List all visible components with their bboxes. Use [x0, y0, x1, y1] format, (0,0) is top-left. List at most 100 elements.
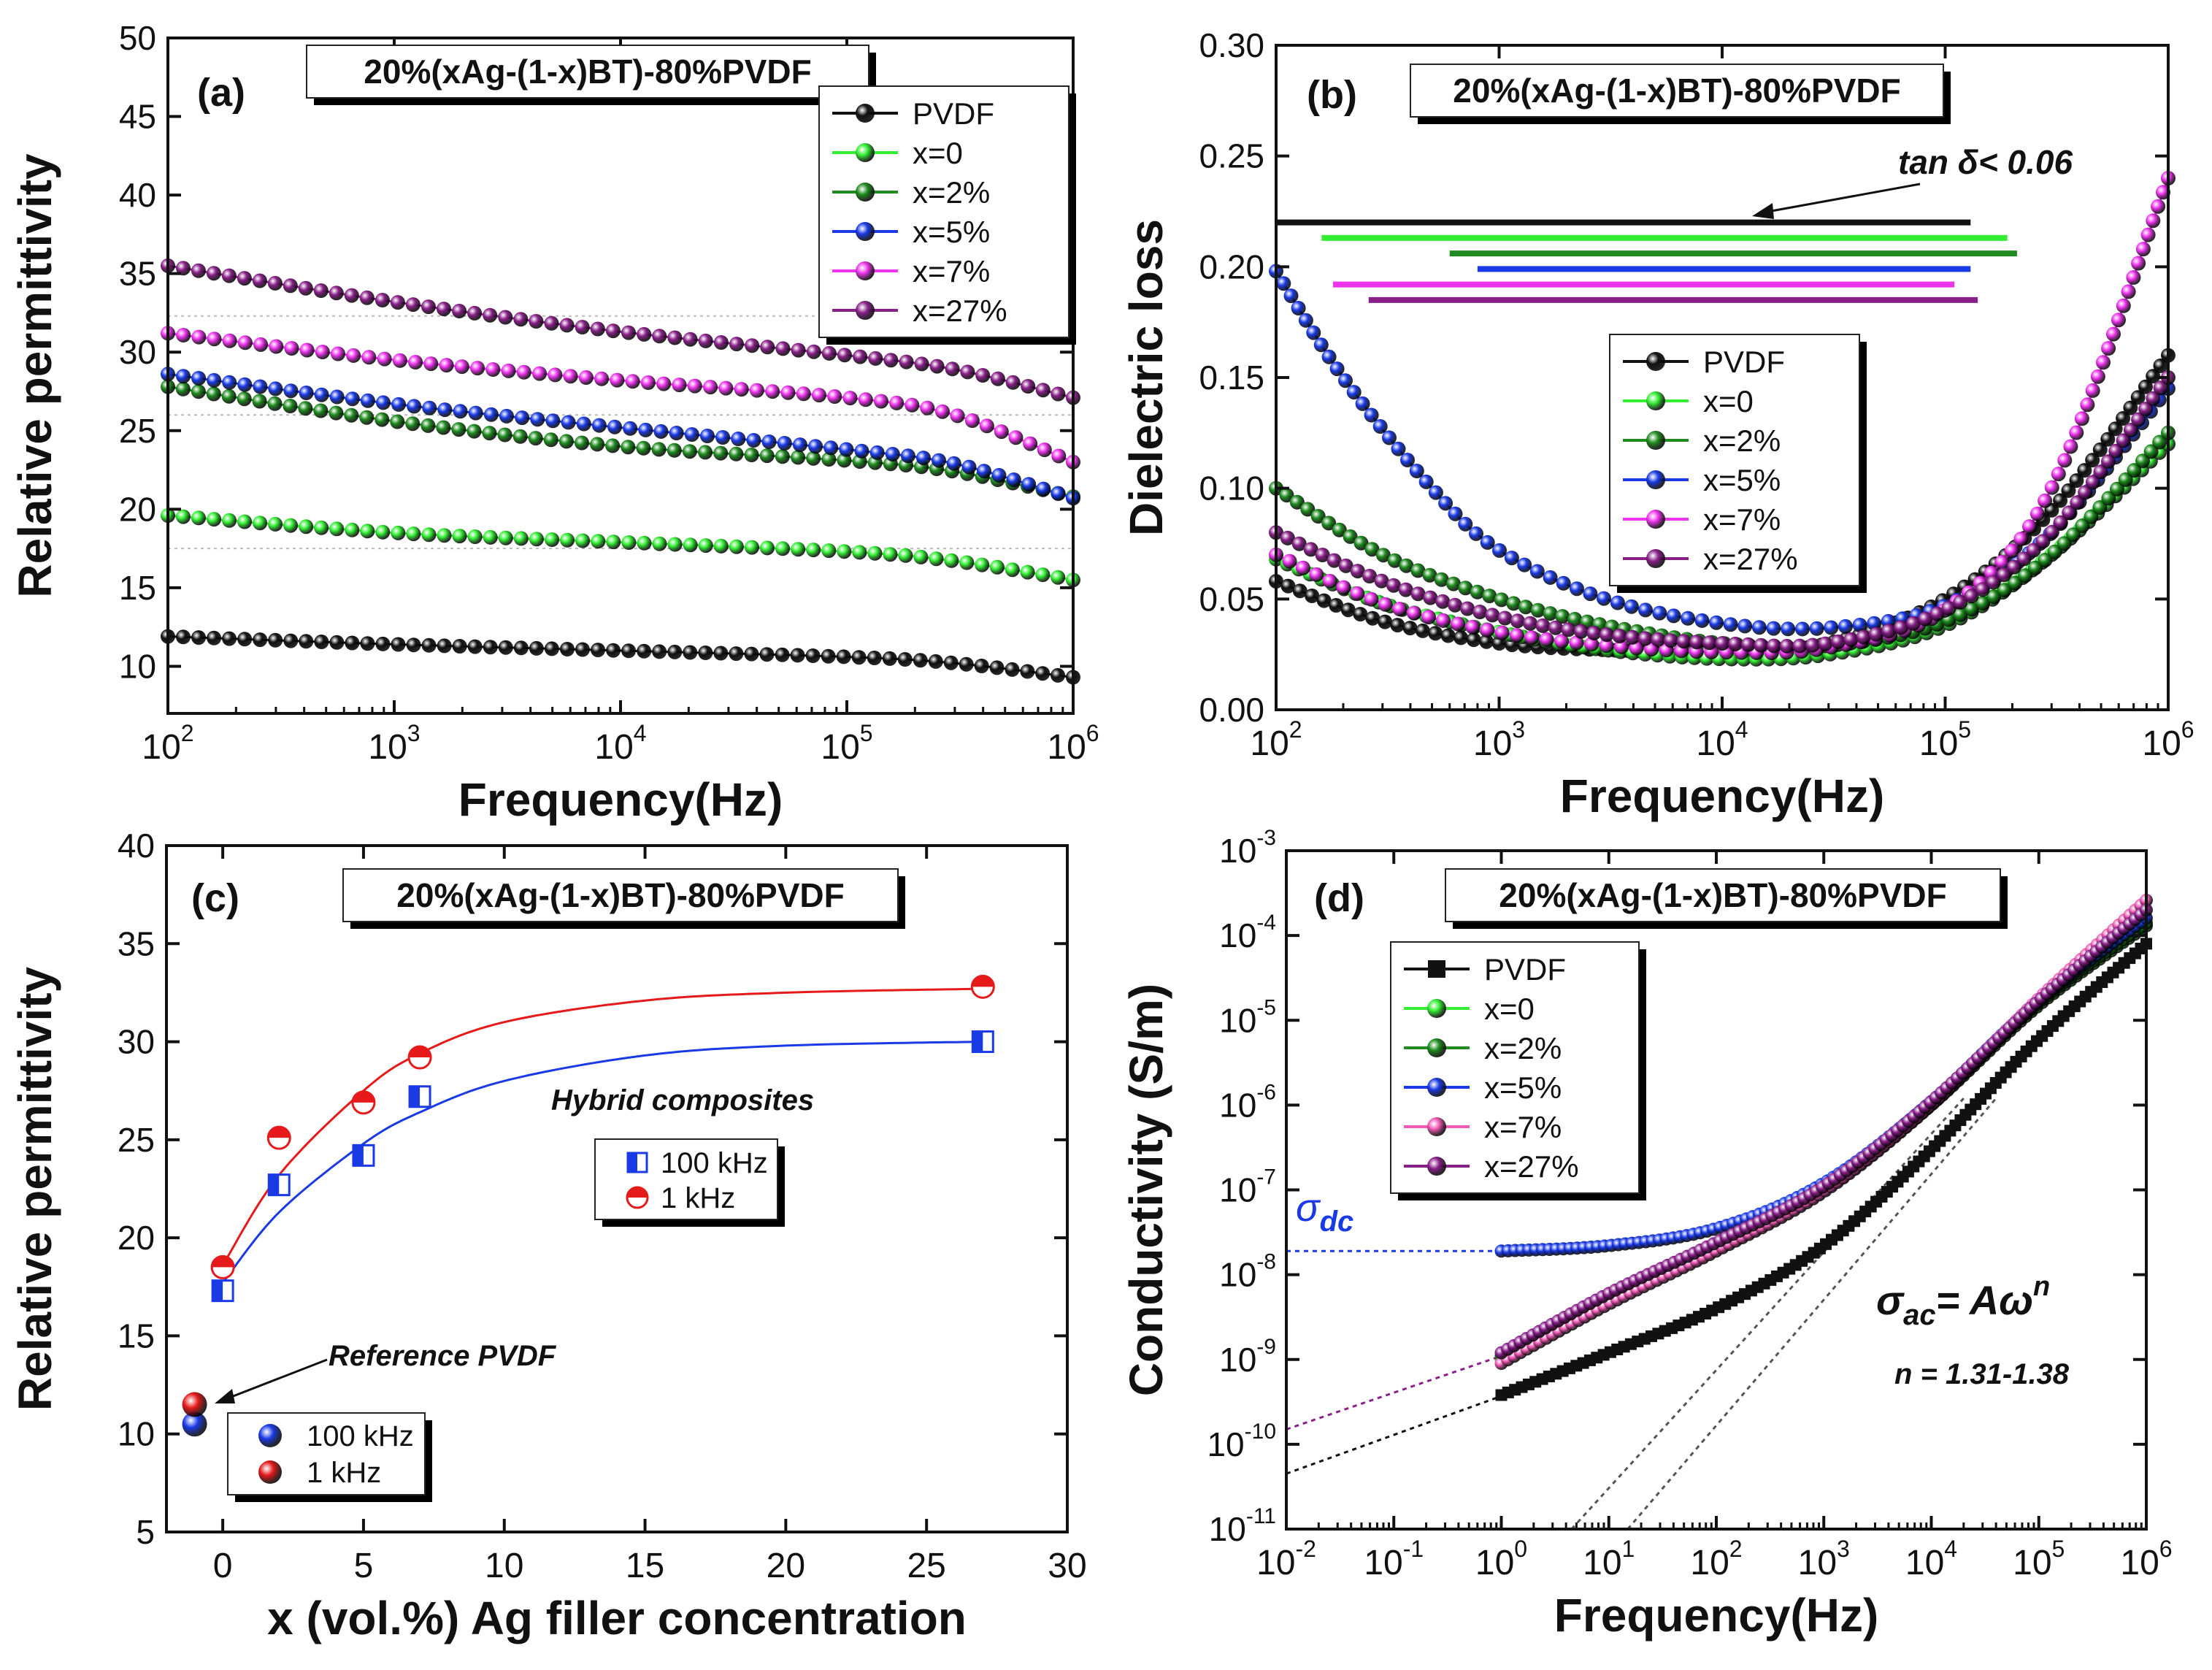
- series-a-5-point: [929, 359, 945, 374]
- series-b-3-point: [1666, 608, 1681, 624]
- chart-title-box-frame: [306, 45, 869, 99]
- series-a-5-point: [960, 364, 975, 380]
- chart-title-box: [1410, 64, 1951, 124]
- series-a-5-point: [283, 278, 298, 294]
- series-a-1-point: [545, 532, 560, 547]
- series-a-4-point: [749, 383, 764, 398]
- x-tick-label: 102: [1250, 716, 1302, 763]
- series-a-0-point: [1020, 664, 1035, 679]
- x-axis-title: x (vol.%) Ag filler concentration: [267, 1592, 967, 1644]
- series-b-3-point: [1382, 430, 1397, 445]
- legend-label: x=0: [1703, 384, 1754, 418]
- series-b-5-point: [1905, 616, 1921, 631]
- series-b-3-point: [1517, 557, 1532, 572]
- series-a-0-point: [759, 647, 775, 662]
- x-tick-label: 103: [1473, 716, 1525, 763]
- series-a-1-point: [867, 545, 883, 561]
- series-a-0-point: [882, 651, 897, 666]
- y-tick-label: 15: [119, 569, 156, 607]
- series-a-0-point: [591, 643, 606, 658]
- legend-label: 1 kHz: [307, 1457, 381, 1489]
- x-tick-label: 106: [2120, 1536, 2172, 1582]
- series-b-5-point: [1779, 638, 1794, 654]
- series-a-1-point: [437, 528, 452, 543]
- sigma-ac-label: σac= Aωn: [1876, 1271, 2050, 1331]
- fit-curve: [221, 987, 983, 1266]
- series-a-3-point: [1006, 472, 1021, 487]
- series-b-4-point: [1614, 639, 1629, 654]
- series-a-0-point: [222, 631, 237, 646]
- series-b-2-point: [2101, 491, 2116, 506]
- series-a-1-point: [299, 519, 314, 535]
- series-b-2-point: [2143, 444, 2159, 459]
- series-b-3-point: [1364, 407, 1379, 423]
- series-a-3-point: [761, 434, 777, 449]
- series-a-4-point: [237, 335, 253, 351]
- series-a-5-point: [683, 332, 698, 347]
- series-a-3-point: [900, 448, 915, 464]
- y-tick-label: 10-9: [1219, 1335, 1276, 1379]
- series-b-4-point: [1480, 622, 1495, 637]
- series-b-4-point: [2057, 453, 2073, 468]
- legend-frame: [1390, 941, 1640, 1194]
- series-a-4-point: [718, 380, 734, 396]
- y-tick-label: 20: [118, 1219, 155, 1257]
- series-a-5-point: [1021, 379, 1036, 394]
- series-b-4-point: [1539, 632, 1554, 647]
- series-b-5-point: [1510, 613, 1525, 629]
- legend-entry: x=0: [832, 136, 963, 170]
- series-a-4-point: [687, 378, 702, 394]
- series-a-2-point: [558, 434, 574, 449]
- series-a-3-point: [483, 407, 499, 422]
- panel-label: (b): [1307, 73, 1357, 117]
- series-a-2-point: [667, 443, 682, 458]
- series-a-3-point: [207, 372, 222, 388]
- series-b-5-point: [1953, 594, 1968, 610]
- reference-arrow: [221, 1358, 328, 1402]
- series-b-2-point: [1364, 542, 1380, 557]
- series-b-2-point: [1353, 535, 1369, 551]
- series-b-5-point: [1831, 634, 1846, 649]
- series-b-5-point: [1548, 620, 1563, 635]
- series-a-5-point: [390, 295, 405, 310]
- series-b-4-point: [1295, 560, 1310, 575]
- series-b-2-point: [2092, 500, 2108, 515]
- series-a-2-point: [359, 410, 375, 425]
- series-b-5-point: [1792, 638, 1808, 654]
- y-tick-label: 30: [118, 1023, 155, 1061]
- series-b-3-point: [1492, 543, 1507, 558]
- series-a-2-point: [729, 446, 744, 461]
- series-b-5-point: [2078, 485, 2093, 500]
- series-a-2-point: [744, 448, 759, 462]
- series-b-3-point: [1781, 621, 1796, 637]
- series-a-4-point: [331, 346, 345, 361]
- series-a-1-point: [683, 537, 698, 553]
- legend: [818, 85, 1076, 345]
- series-a-0-point: [360, 636, 375, 651]
- series-b-5-point: [1535, 618, 1551, 633]
- series-b-3-point: [1321, 349, 1337, 364]
- legend-marker: [1646, 352, 1665, 371]
- series-a-3-point: [561, 415, 576, 430]
- series-b-4-point: [2106, 326, 2121, 342]
- series-a-5-point: [513, 312, 529, 327]
- series-a-1-point: [452, 529, 467, 544]
- series-b-5-point: [1280, 530, 1295, 545]
- series-b-0-point: [2100, 432, 2116, 447]
- series-a-5-point: [298, 280, 313, 296]
- legend-entry: PVDF: [1404, 952, 1566, 987]
- series-b-5-point: [2085, 475, 2100, 490]
- series-b-5-point: [1715, 636, 1730, 651]
- series-a-4-point: [532, 366, 548, 381]
- series-a-0-point: [176, 629, 191, 645]
- x-tick-label: 30: [1048, 1547, 1086, 1585]
- legend-entry: x=7%: [832, 254, 990, 288]
- series-a-1-point: [944, 553, 959, 568]
- series-a-1-point: [929, 551, 944, 567]
- legend-marker: [856, 222, 875, 241]
- series-b-4-point: [1350, 586, 1365, 601]
- series-a-1-point: [791, 542, 806, 557]
- series-b-0-point: [2061, 483, 2076, 498]
- series-a-4-point: [858, 392, 873, 407]
- x-tick-label: 106: [1047, 720, 1099, 767]
